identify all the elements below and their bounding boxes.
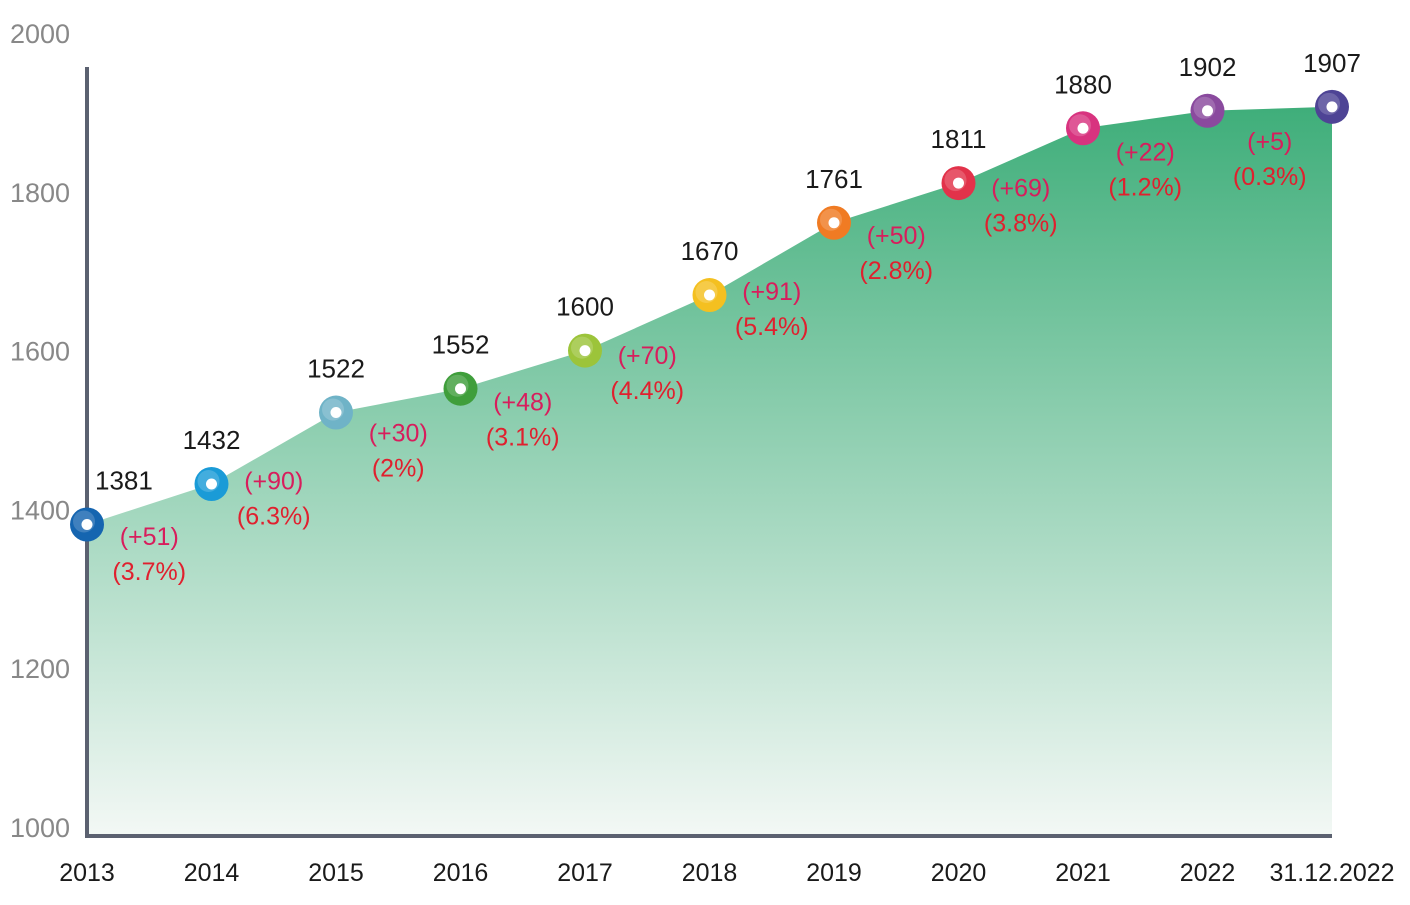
value-label: 1600	[556, 292, 614, 322]
axes	[85, 67, 1332, 838]
change-label: (+48)	[493, 389, 552, 417]
y-axis-ticks: 1000 1200 1400 1600 1800 2000	[10, 19, 70, 843]
percent-label: (2%)	[372, 455, 425, 483]
percent-label: (3.1%)	[486, 424, 560, 452]
area-layer	[87, 106, 1332, 837]
x-tick-label: 2015	[308, 859, 364, 887]
value-label: 1432	[183, 425, 241, 455]
change-label: (+5)	[1247, 128, 1292, 156]
data-point-marker	[70, 507, 104, 542]
value-label: 1811	[931, 124, 987, 154]
value-label: 1522	[307, 354, 365, 384]
data-point-marker	[443, 371, 478, 406]
y-tick-label: 1200	[10, 654, 70, 684]
value-label: 1907	[1303, 48, 1361, 78]
y-tick-label: 1000	[10, 813, 70, 843]
percent-label: (4.4%)	[610, 377, 684, 405]
x-tick-label: 2021	[1055, 859, 1111, 887]
change-label: (+22)	[1116, 139, 1175, 167]
data-point-marker	[568, 333, 602, 368]
change-label: (+30)	[369, 420, 428, 448]
data-point-marker	[1066, 111, 1100, 146]
value-label: 1902	[1179, 52, 1237, 82]
data-point-marker	[194, 466, 229, 501]
x-tick-label: 2014	[184, 859, 240, 887]
data-labels: 1381 1432 1522 1552 1600 1670 1761 1811 1880 1902…	[95, 48, 1361, 586]
data-point-marker	[941, 166, 976, 201]
x-tick-label: 2020	[931, 859, 987, 887]
area-fill	[87, 106, 1332, 837]
x-tick-label: 31.12.2022	[1269, 859, 1394, 887]
percent-label: (3.7%)	[112, 558, 186, 586]
x-axis-ticks: 2013 2014 2015 2016 2017 2018 2019 2020 2021 2022…	[59, 859, 1394, 887]
value-label: 1880	[1054, 69, 1112, 99]
data-markers	[70, 89, 1349, 542]
percent-label: (2.8%)	[859, 257, 933, 285]
change-label: (+70)	[618, 342, 677, 370]
y-tick-label: 2000	[10, 19, 70, 49]
change-label: (+51)	[120, 523, 179, 551]
data-point-marker	[692, 278, 727, 313]
x-tick-label: 2017	[557, 859, 613, 887]
change-label: (+90)	[244, 467, 303, 495]
y-tick-label: 1400	[10, 495, 70, 525]
data-point-marker	[1315, 89, 1349, 124]
data-point-marker	[1190, 93, 1225, 128]
x-tick-label: 2016	[433, 859, 489, 887]
percent-label: (6.3%)	[237, 502, 311, 530]
change-label: (+69)	[991, 175, 1050, 203]
value-label: 1670	[681, 236, 739, 266]
change-label: (+91)	[742, 278, 801, 306]
x-tick-label: 2018	[682, 859, 738, 887]
x-tick-label: 2013	[59, 859, 115, 887]
percent-label: (0.3%)	[1233, 163, 1307, 191]
value-label: 1761	[805, 164, 863, 194]
data-point-marker	[817, 205, 851, 240]
percent-label: (1.2%)	[1108, 174, 1182, 202]
change-label: (+50)	[867, 222, 926, 250]
value-label: 1381	[95, 465, 153, 495]
percent-label: (3.8%)	[984, 210, 1058, 238]
y-tick-label: 1600	[10, 337, 70, 367]
x-tick-label: 2022	[1180, 859, 1236, 887]
y-tick-label: 1800	[10, 178, 70, 208]
x-tick-label: 2019	[806, 859, 862, 887]
percent-label: (5.4%)	[735, 313, 809, 341]
value-label: 1552	[432, 330, 490, 360]
data-point-marker	[319, 395, 353, 430]
